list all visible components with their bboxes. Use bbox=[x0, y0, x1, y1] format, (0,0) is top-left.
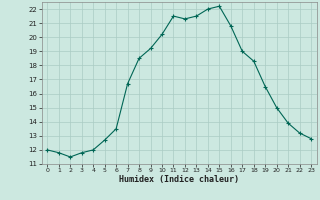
X-axis label: Humidex (Indice chaleur): Humidex (Indice chaleur) bbox=[119, 175, 239, 184]
